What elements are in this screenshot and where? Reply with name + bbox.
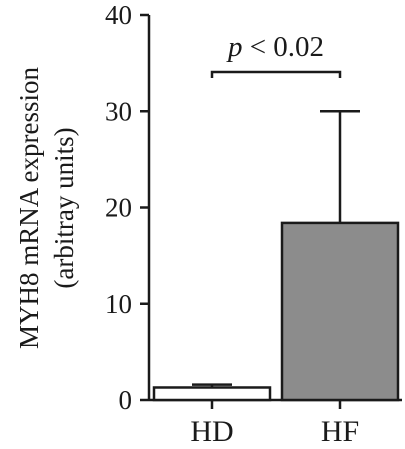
- bars: [152, 221, 400, 402]
- y-axis-title-line2: (arbitray units): [49, 127, 79, 288]
- p-threshold: < 0.02: [242, 31, 324, 63]
- category-label-hf: HF: [321, 415, 359, 448]
- y-ticks: 0 10 20 30 40: [105, 0, 149, 415]
- x-labels: HD HF: [190, 400, 359, 448]
- y-tick-label-1: 10: [105, 289, 132, 319]
- bar-hf: [280, 221, 400, 402]
- significance-label: p < 0.02: [226, 31, 324, 63]
- y-tick-label-4: 40: [105, 0, 132, 30]
- p-symbol: p: [226, 31, 243, 63]
- y-tick-label-3: 30: [105, 96, 132, 126]
- bar-hd: [152, 386, 272, 402]
- y-axis-title-line1: MYH8 mRNA expression: [14, 67, 44, 349]
- category-label-hd: HD: [190, 415, 233, 448]
- y-tick-label-2: 20: [105, 193, 132, 223]
- y-tick-label-0: 0: [119, 385, 133, 415]
- error-bars: [192, 110, 360, 388]
- significance-bracket: [210, 70, 342, 78]
- significance-annotation: p < 0.02: [210, 31, 342, 78]
